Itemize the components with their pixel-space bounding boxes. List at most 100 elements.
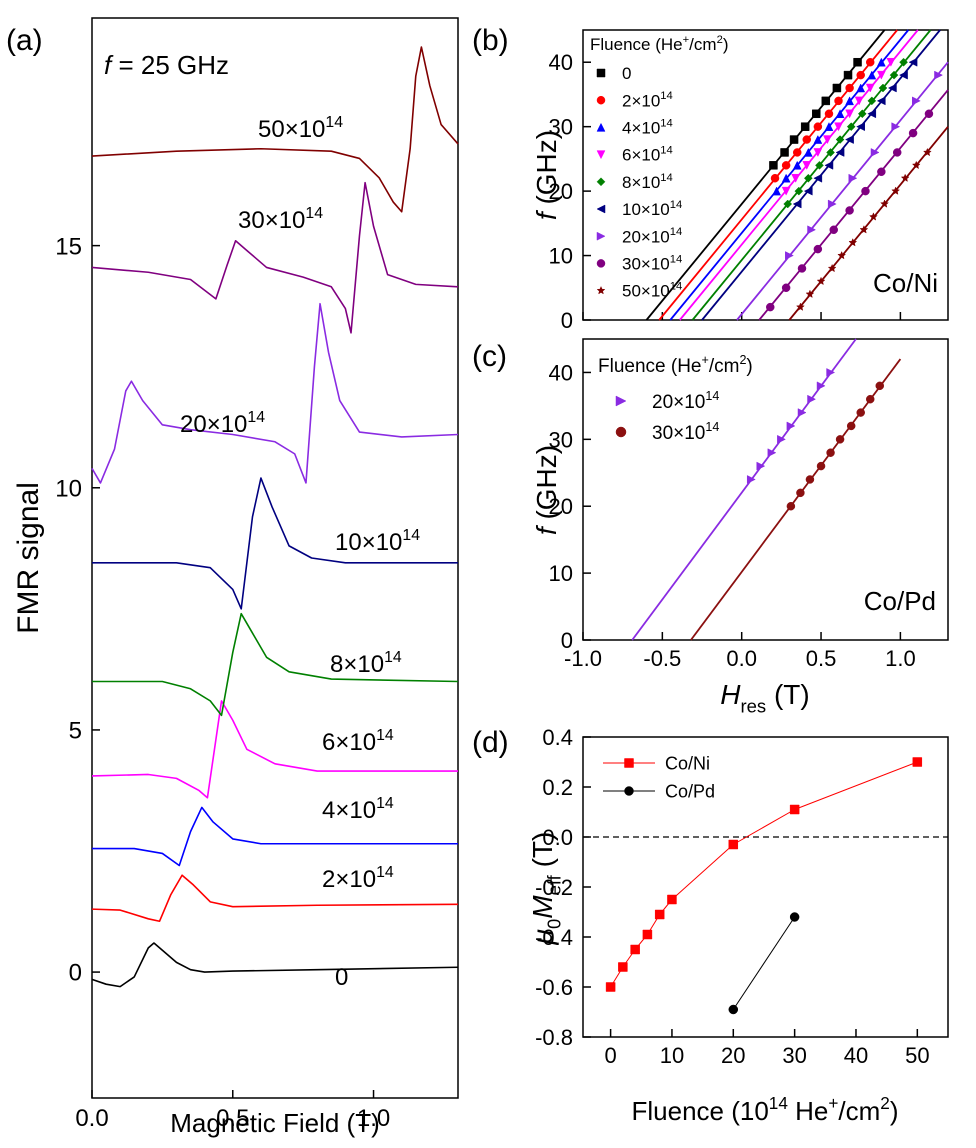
data-line xyxy=(732,916,796,1010)
fit-line xyxy=(758,89,949,321)
data-point xyxy=(876,96,886,106)
data-point xyxy=(813,244,823,254)
data-point xyxy=(746,475,756,484)
text-part: 6×10 xyxy=(322,729,376,756)
data-point xyxy=(780,148,789,157)
text-part: Co/Pd xyxy=(665,781,715,801)
text-part: 14 xyxy=(769,1093,789,1113)
text-part: 10×10 xyxy=(622,200,670,219)
plot-frame xyxy=(91,17,459,1099)
x-tick-label: 0.5 xyxy=(216,1105,249,1132)
data-point xyxy=(781,186,791,196)
text-part: Co/Ni xyxy=(665,753,710,773)
data-point xyxy=(805,475,815,484)
data-point xyxy=(826,448,835,457)
data-point xyxy=(821,96,831,106)
legend-label: 4×1014 xyxy=(622,117,673,137)
data-point xyxy=(824,109,834,119)
x-axis-label: Fluence (1014 He+/cm2) xyxy=(631,1093,898,1126)
fit-line xyxy=(736,61,949,321)
y-tick-label: 10 xyxy=(55,475,82,502)
text-part: eff xyxy=(543,874,564,895)
data-point xyxy=(781,161,791,170)
data-point xyxy=(789,804,800,815)
text-part: 8×10 xyxy=(330,651,384,678)
data-point xyxy=(789,135,799,144)
y-tick-label: 40 xyxy=(549,50,573,75)
data-point xyxy=(870,148,880,157)
plot-frame xyxy=(582,338,949,641)
text-part: 14 xyxy=(376,864,394,881)
data-point xyxy=(792,199,802,209)
data-point xyxy=(795,302,805,311)
legend-label: 20×1014 xyxy=(622,226,682,246)
data-point xyxy=(835,135,845,144)
text-part: 14 xyxy=(670,253,682,265)
text-part: 30×10 xyxy=(652,423,705,444)
text-part: 14 xyxy=(705,389,719,403)
text-part: + xyxy=(702,353,709,367)
data-point xyxy=(813,173,823,183)
fit-line xyxy=(690,358,902,641)
y-tick-label: 0 xyxy=(561,308,573,333)
data-point xyxy=(813,122,823,131)
legend-label: 10×1014 xyxy=(622,199,682,219)
y-tick-label: 40 xyxy=(549,360,573,385)
data-point xyxy=(728,1004,739,1015)
text-part: (T) xyxy=(766,679,810,710)
text-part: ) xyxy=(746,356,752,377)
text-part: Fluence (He xyxy=(590,35,683,54)
data-point xyxy=(802,161,812,170)
text-part: = 25 GHz xyxy=(111,50,229,80)
data-point xyxy=(824,160,834,170)
text-part: /cm xyxy=(689,35,716,54)
legend-label: Co/Pd xyxy=(665,781,715,801)
text-part: + xyxy=(828,1093,838,1113)
text-part: ) xyxy=(723,35,729,54)
data-point xyxy=(618,962,628,972)
text-part: 14 xyxy=(660,117,672,129)
data-point xyxy=(654,909,665,920)
x-tick-label: 20 xyxy=(721,1043,745,1068)
text-part: + xyxy=(683,34,690,46)
data-point xyxy=(892,148,902,157)
data-point xyxy=(803,147,813,157)
text-part: 14 xyxy=(670,199,682,211)
data-point xyxy=(835,109,845,119)
data-line xyxy=(91,181,459,334)
annotation: f = 25 GHz xyxy=(104,50,229,80)
data-point xyxy=(891,122,901,132)
legend-label: 8×1014 xyxy=(622,172,673,192)
data-point xyxy=(816,381,826,391)
fit-line xyxy=(788,126,949,321)
text-part: 14 xyxy=(670,281,682,293)
data-point xyxy=(822,135,832,145)
data-point xyxy=(792,160,802,170)
data-point xyxy=(783,199,793,209)
data-point xyxy=(766,302,775,312)
y-tick-label: 10 xyxy=(549,243,573,268)
legend-title: Fluence (He+/cm2) xyxy=(598,353,753,377)
legend-label: 30×1014 xyxy=(652,420,719,444)
legend-label: 20×1014 xyxy=(652,389,719,413)
data-point xyxy=(845,83,854,93)
data-point xyxy=(835,148,845,157)
data-point xyxy=(803,173,813,183)
text-part: 14 xyxy=(384,649,402,666)
x-tick-label: 0.0 xyxy=(726,646,757,671)
data-point xyxy=(887,83,897,93)
data-point xyxy=(605,982,616,992)
legend-label: 2×1014 xyxy=(622,90,673,110)
text-part: 2×10 xyxy=(622,91,660,110)
data-point xyxy=(911,160,921,170)
data-point xyxy=(781,283,791,293)
text-part: 30×10 xyxy=(238,207,305,234)
curve-label: 0 xyxy=(335,964,348,991)
x-tick-label: 30 xyxy=(782,1043,806,1068)
text-part: 2 xyxy=(717,34,723,46)
legend-symbol xyxy=(596,259,606,268)
text-part: 8×10 xyxy=(622,173,660,192)
text-part: 4×10 xyxy=(622,119,660,138)
